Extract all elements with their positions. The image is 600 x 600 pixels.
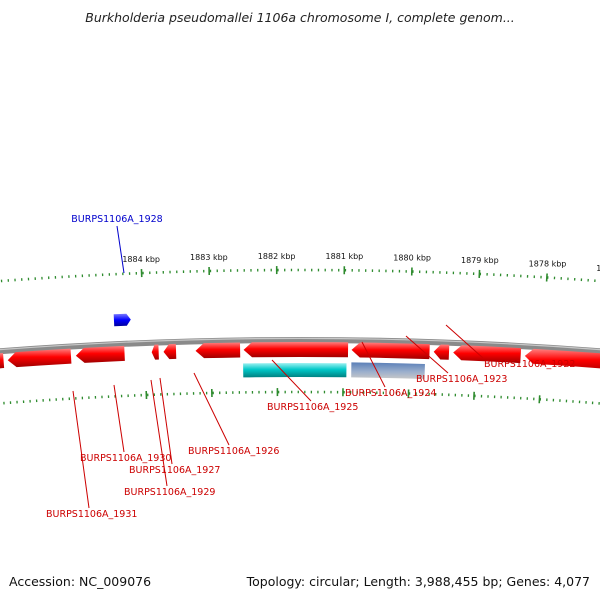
leader-line (193, 372, 230, 446)
gene-label: BURPS1106A_1927 (129, 465, 220, 476)
leader-line (361, 341, 386, 388)
leader-line (159, 377, 173, 465)
gene-arrow (453, 345, 522, 364)
map-title: Burkholderia pseudomallei 1106a chromoso… (85, 10, 515, 25)
kbp-label: 1880 kbp (393, 254, 431, 263)
misc-feature (351, 362, 425, 379)
backbone-arc (0, 337, 600, 355)
kbp-label: 1882 kbp (258, 252, 296, 261)
kbp-label: 1877 kbp (596, 264, 600, 273)
gene-label: BURPS1106A_1925 (267, 402, 358, 413)
gene-arrow (163, 343, 177, 360)
gene-layer (0, 313, 600, 379)
gene-arrow (433, 344, 450, 360)
gene-arrow (0, 353, 5, 369)
kbp-label: 1881 kbp (326, 252, 364, 261)
gene-arrow (195, 342, 241, 359)
kbp-label: 1878 kbp (529, 260, 567, 269)
cds-feature (243, 363, 347, 378)
backbone-layer (0, 337, 600, 355)
gene-label: BURPS1106A_1926 (188, 446, 279, 457)
leader-line (271, 359, 312, 402)
leader-line (150, 379, 168, 487)
inner-tick-ring (3, 388, 600, 405)
backbone-highlight (0, 337, 600, 351)
gene-label: BURPS1106A_1930 (80, 453, 171, 464)
kbp-label: 1879 kbp (461, 256, 499, 265)
forward-gene-arrow (113, 313, 131, 327)
gene-label: BURPS1106A_1922 (484, 359, 575, 370)
outer-tick-ring (0, 266, 596, 283)
gene-arrow (151, 344, 159, 360)
kbp-label: 1883 kbp (190, 253, 228, 262)
leader-line (116, 225, 125, 274)
gene-arrow (75, 345, 125, 363)
gene-label: BURPS1106A_1924 (345, 388, 436, 399)
gene-label: BURPS1106A_1929 (124, 487, 215, 498)
gene-arrow (351, 342, 430, 360)
gene-label: BURPS1106A_1928 (71, 214, 162, 225)
gene-arrow (524, 348, 600, 369)
leader-line (405, 335, 449, 374)
kbp-label: 1884 kbp (122, 255, 160, 264)
tick-layer (0, 266, 600, 405)
leader-line (113, 384, 125, 453)
accession-text: Accession: NC_009076 (9, 574, 152, 589)
gene-label: BURPS1106A_1923 (416, 374, 507, 385)
leader-line (72, 390, 90, 509)
gene-arrow (7, 348, 72, 368)
gene-arrow (243, 342, 349, 358)
gene-label: BURPS1106A_1931 (46, 509, 137, 520)
genome-summary-text: Topology: circular; Length: 3,988,455 bp… (246, 574, 590, 589)
leader-line (445, 324, 484, 359)
